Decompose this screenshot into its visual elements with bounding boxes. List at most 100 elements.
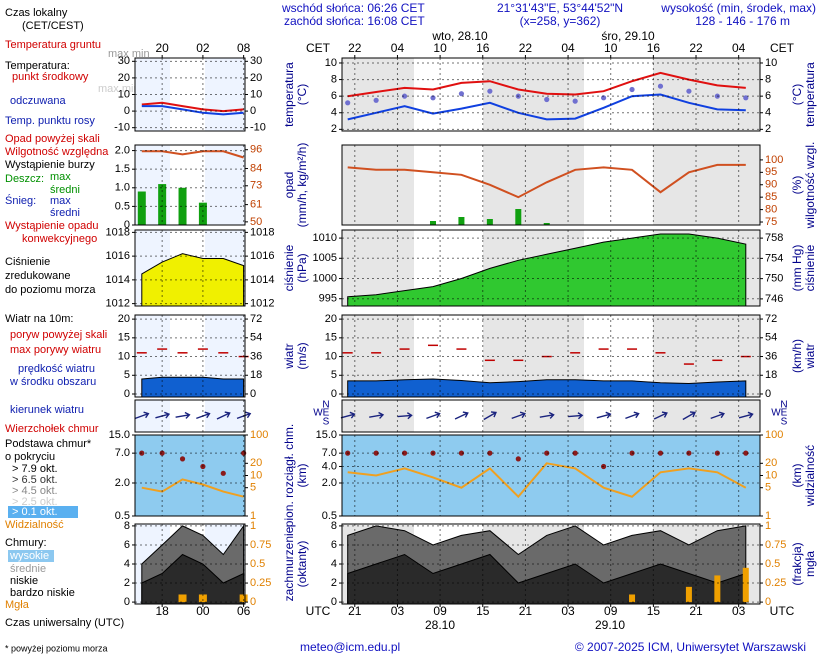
y2-tick-label: 72 (765, 313, 777, 325)
x-tick-label: 08 (237, 41, 251, 55)
wind-arrow (454, 411, 469, 420)
bar (198, 594, 207, 603)
compass-label: E (781, 408, 788, 419)
bar (429, 221, 436, 225)
y-tick-label: 4.0 (322, 460, 337, 472)
x-tick-label: 21 (689, 604, 703, 618)
y-tick-label: 1005 (313, 252, 337, 264)
data-dot (515, 456, 521, 462)
x-tick-label: 15 (647, 604, 661, 618)
x-tick-label: 03 (732, 604, 746, 618)
y2-tick-label: 90 (765, 179, 777, 191)
y2-axis-title: (frakcja) (790, 542, 804, 585)
x-tick-label: 21 (348, 604, 362, 618)
y2-tick-label: -10 (250, 122, 266, 134)
y-tick-label: 1000 (313, 272, 337, 284)
y2-axis-title: (°C) (790, 84, 804, 105)
wind-arrow (511, 411, 526, 420)
legend-label: Czas lokalny (5, 7, 68, 19)
y-tick-label: 0 (331, 596, 337, 608)
data-dot (487, 450, 493, 456)
legend-label: Wystąpienie burzy (5, 159, 95, 171)
bar (543, 223, 550, 225)
y2-tick-label: 0.75 (250, 539, 271, 551)
legend-label: prędkość wiatru (18, 363, 95, 375)
y2-tick-label: 100 (765, 154, 783, 166)
y2-tick-label: 72 (250, 313, 262, 325)
y-axis-title: temperatura (282, 62, 296, 127)
copyright: © 2007-2025 ICM, Uniwersytet Warszawski (575, 640, 806, 654)
night-band (205, 400, 245, 432)
y2-tick-label: 85 (765, 191, 777, 203)
y2-tick-label: 754 (765, 252, 783, 264)
y2-tick-label: 100 (765, 429, 783, 441)
y-tick-label: 1.0 (115, 182, 130, 194)
y2-tick-label: 750 (765, 273, 783, 285)
x-unit: UTC (770, 604, 795, 618)
series-line (141, 478, 244, 498)
y2-tick-label: 75 (765, 216, 777, 228)
wind-arrow (426, 411, 441, 420)
bar (239, 594, 248, 603)
date-label: śro, 29.10 (601, 29, 655, 43)
data-dot (401, 450, 408, 456)
y2-tick-label: 6 (765, 90, 771, 102)
y2-tick-label: 10 (765, 57, 777, 69)
wind-arrow (710, 411, 725, 420)
data-dot (159, 450, 165, 456)
sunrise: wschód słońca: 06:26 CET (281, 1, 425, 15)
y-tick-label: 6 (331, 539, 337, 551)
y-tick-label: 1010 (313, 232, 337, 244)
y2-tick-label: 18 (250, 369, 262, 381)
wind-arrow (216, 411, 231, 420)
y2-tick-label: 0.75 (765, 539, 786, 551)
y2-tick-label: 0 (250, 596, 256, 608)
data-dot (458, 91, 465, 97)
y2-tick-label: 0.5 (765, 558, 780, 570)
y-tick-label: 4 (331, 107, 337, 119)
compass-label: S (323, 417, 330, 428)
x-tick-label: 02 (196, 41, 210, 55)
legend-label: punkt środkowy (12, 71, 89, 83)
panel-frame (134, 434, 246, 517)
y-tick-label: 2.0 (115, 477, 130, 489)
coords: 21°31'43"E, 53°44'52"N (497, 1, 623, 15)
y-tick-label: 0 (124, 388, 130, 400)
y-tick-label: 10 (325, 57, 337, 69)
y2-tick-label: 5 (250, 482, 256, 494)
legend-bg (8, 550, 54, 562)
bar (137, 191, 146, 225)
legend-label: w środku obszaru (9, 376, 96, 388)
series-area (347, 378, 747, 398)
night-band (483, 400, 584, 432)
y2-tick-label: 1012 (250, 298, 274, 310)
bar (742, 567, 749, 603)
wind-arrow (175, 411, 191, 419)
y2-tick-label: 36 (250, 350, 262, 362)
legend-label: Temperatura gruntu (5, 39, 101, 51)
wind-arrow (134, 411, 150, 420)
y-tick-label: 2.0 (115, 144, 130, 156)
night-band (483, 145, 584, 225)
y2-tick-label: 10 (765, 469, 777, 481)
data-dot (629, 86, 635, 93)
y-axis-title: (km) (295, 464, 309, 488)
y2-tick-label: 96 (250, 144, 262, 156)
x-tick-label: 16 (647, 41, 661, 55)
date-label: 29.10 (595, 618, 625, 632)
x-tick-label: 18 (155, 604, 169, 618)
y-tick-label: 1.5 (115, 163, 130, 175)
compass-label: N (322, 400, 329, 411)
y2-tick-label: 1016 (250, 250, 274, 262)
data-dot (373, 97, 379, 103)
legend-label: Deszcz: (5, 173, 44, 185)
email[interactable]: meteo@icm.edu.pl (300, 640, 400, 654)
y-tick-label: 1012 (106, 298, 130, 310)
y2-tick-label: 2 (765, 123, 771, 135)
y2-tick-label: 20 (765, 457, 777, 469)
y-tick-label: 2.0 (322, 477, 337, 489)
legend-label: max porywy wiatru (10, 344, 101, 356)
panel-frame (134, 144, 246, 226)
y2-tick-label: 1 (765, 510, 771, 522)
y2-tick-label: 0 (250, 388, 256, 400)
